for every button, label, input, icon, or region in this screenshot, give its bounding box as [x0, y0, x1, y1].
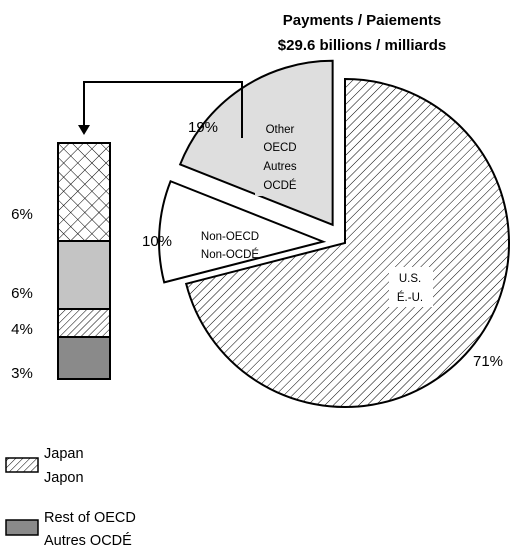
- legend-label-rest-oecd-en: Rest of OECD: [44, 510, 136, 526]
- us-percent-label: 71%: [473, 353, 503, 370]
- other-oecd-label-line-2: OECD: [263, 142, 296, 154]
- pie-slice-us: [184, 77, 510, 408]
- legend-label-japan-en: Japan: [44, 446, 84, 462]
- non-oecd-percent-label: 10%: [142, 233, 172, 250]
- other-oecd-percent-label: 19%: [188, 119, 218, 136]
- legend-swatch-japan: [5, 457, 39, 473]
- pie-slice-non-oecd: [158, 179, 327, 284]
- bar-segment-light-grey: [57, 240, 111, 310]
- bar-segment-crosshatch: [57, 142, 111, 242]
- connector-arrow-line: [83, 81, 243, 138]
- non-oecd-label-fr: Non-OCDÉ: [201, 248, 259, 261]
- chart-title-line-1: Payments / Paiements: [283, 12, 441, 29]
- bar-segment-japan: [57, 308, 111, 338]
- legend-swatch-rest-oecd: [5, 519, 39, 536]
- us-label-box: [389, 267, 433, 307]
- connector-arrow-head: [78, 125, 90, 135]
- other-oecd-label-box: [255, 118, 305, 196]
- bar-segment-rest-oecd: [57, 336, 111, 380]
- us-label-fr: É.-U.: [397, 291, 423, 304]
- other-oecd-label-line-3: Autres: [263, 161, 296, 173]
- bar-label-rest-oecd: 3%: [11, 365, 33, 382]
- non-oecd-label-en: Non-OECD: [201, 231, 259, 243]
- us-label-en: U.S.: [399, 273, 421, 285]
- bar-label-crosshatch: 6%: [11, 206, 33, 223]
- bar-label-light-grey: 6%: [11, 285, 33, 302]
- bar-label-japan: 4%: [11, 321, 33, 338]
- other-oecd-label-line-4: OCDÉ: [263, 179, 297, 192]
- chart-title-line-2: $29.6 billions / milliards: [278, 37, 446, 54]
- other-oecd-label-line-1: Other: [266, 124, 295, 136]
- legend-label-japan-fr: Japon: [44, 470, 84, 486]
- legend-label-rest-oecd-fr: Autres OCDÉ: [44, 532, 132, 549]
